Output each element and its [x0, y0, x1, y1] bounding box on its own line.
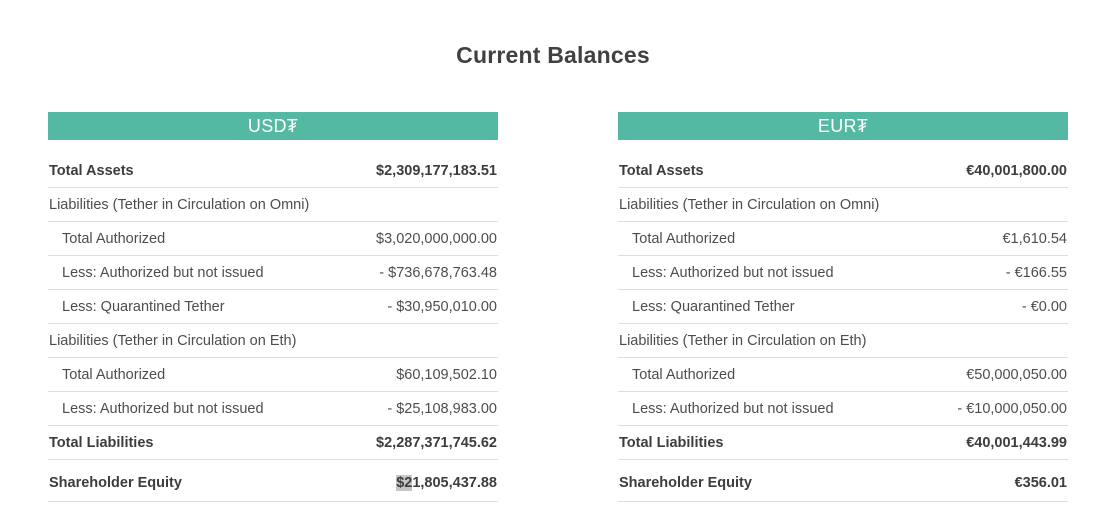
balance-table-usdt: USD₮ Total Assets $2,309,177,183.51 Liabil… — [48, 112, 498, 502]
tables-container: USD₮ Total Assets $2,309,177,183.51 Liabil… — [0, 112, 1106, 502]
row-value: $2,309,177,183.51 — [376, 163, 497, 179]
table-row: Total Authorized €1,610.54 — [618, 222, 1068, 256]
table-row: Total Assets $2,309,177,183.51 — [48, 154, 498, 188]
row-value: - €10,000,050.00 — [957, 401, 1067, 417]
row-label: Less: Authorized but not issued — [632, 401, 834, 417]
row-value: $2,287,371,745.62 — [376, 435, 497, 451]
row-label: Less: Quarantined Tether — [632, 299, 795, 315]
row-label: Total Assets — [619, 163, 704, 179]
row-label: Total Authorized — [62, 231, 166, 247]
table-row: Total Liabilities $2,287,371,745.62 — [48, 426, 498, 460]
row-value: - €166.55 — [1005, 265, 1067, 281]
row-label: Less: Quarantined Tether — [62, 299, 225, 315]
table-row: Less: Quarantined Tether - $30,950,010.00 — [48, 290, 498, 324]
table-row: Total Liabilities €40,001,443.99 — [618, 426, 1068, 460]
row-value: $3,020,000,000.00 — [376, 231, 497, 247]
row-label: Liabilities (Tether in Circulation on Et… — [49, 333, 297, 349]
table-row: Liabilities (Tether in Circulation on Om… — [618, 188, 1068, 222]
row-label: Less: Authorized but not issued — [62, 401, 264, 417]
row-label: Shareholder Equity — [619, 475, 752, 491]
table-row: Less: Authorized but not issued - $25,108… — [48, 392, 498, 426]
table-row: Liabilities (Tether in Circulation on Om… — [48, 188, 498, 222]
table-rows-usdt: Total Assets $2,309,177,183.51 Liabilities… — [48, 154, 498, 502]
page-title: Current Balances — [456, 42, 650, 68]
table-row: Less: Authorized but not issued - €10,000… — [618, 392, 1068, 426]
row-value: - $736,678,763.48 — [379, 265, 497, 281]
table-row: Liabilities (Tether in Circulation on Et… — [48, 324, 498, 358]
row-label: Liabilities (Tether in Circulation on Om… — [619, 197, 880, 213]
row-value: - $25,108,983.00 — [387, 401, 497, 417]
row-label: Total Liabilities — [49, 435, 154, 451]
row-value: $60,109,502.10 — [396, 367, 497, 383]
row-label: Total Authorized — [632, 367, 736, 383]
row-label: Less: Authorized but not issued — [62, 265, 264, 281]
table-row: Liabilities (Tether in Circulation on Et… — [618, 324, 1068, 358]
row-value: - $30,950,010.00 — [387, 299, 497, 315]
row-value: €356.01 — [1014, 475, 1067, 491]
table-row: Shareholder Equity $21,805,437.88 — [48, 460, 498, 502]
table-row: Less: Quarantined Tether - €0.00 — [618, 290, 1068, 324]
row-value: €50,000,050.00 — [966, 367, 1067, 383]
row-label: Liabilities (Tether in Circulation on Om… — [49, 197, 310, 213]
row-value: $21,805,437.88 — [396, 475, 497, 491]
row-value: €40,001,800.00 — [966, 163, 1067, 179]
table-row: Less: Authorized but not issued - €166.55 — [618, 256, 1068, 290]
row-label: Total Liabilities — [619, 435, 724, 451]
selected-text: $2 — [396, 475, 413, 491]
table-row: Total Authorized $3,020,000,000.00 — [48, 222, 498, 256]
table-header-eurt: EUR₮ — [618, 112, 1068, 140]
table-row: Total Assets €40,001,800.00 — [618, 154, 1068, 188]
table-row: Less: Authorized but not issued - $736,67… — [48, 256, 498, 290]
row-value: - €0.00 — [1021, 299, 1067, 315]
row-label: Less: Authorized but not issued — [632, 265, 834, 281]
row-label: Liabilities (Tether in Circulation on Et… — [619, 333, 867, 349]
table-row: Total Authorized €50,000,050.00 — [618, 358, 1068, 392]
row-label: Total Authorized — [632, 231, 736, 247]
table-row: Shareholder Equity €356.01 — [618, 460, 1068, 502]
table-rows-eurt: Total Assets €40,001,800.00 Liabilities (T… — [618, 154, 1068, 502]
table-row: Total Authorized $60,109,502.10 — [48, 358, 498, 392]
row-label: Total Assets — [49, 163, 134, 179]
row-value: €1,610.54 — [1002, 231, 1067, 247]
row-value: €40,001,443.99 — [966, 435, 1067, 451]
row-label: Shareholder Equity — [49, 475, 182, 491]
table-header-usdt: USD₮ — [48, 112, 498, 140]
row-label: Total Authorized — [62, 367, 166, 383]
balance-table-eurt: EUR₮ Total Assets €40,001,800.00 Liabiliti… — [618, 112, 1068, 502]
